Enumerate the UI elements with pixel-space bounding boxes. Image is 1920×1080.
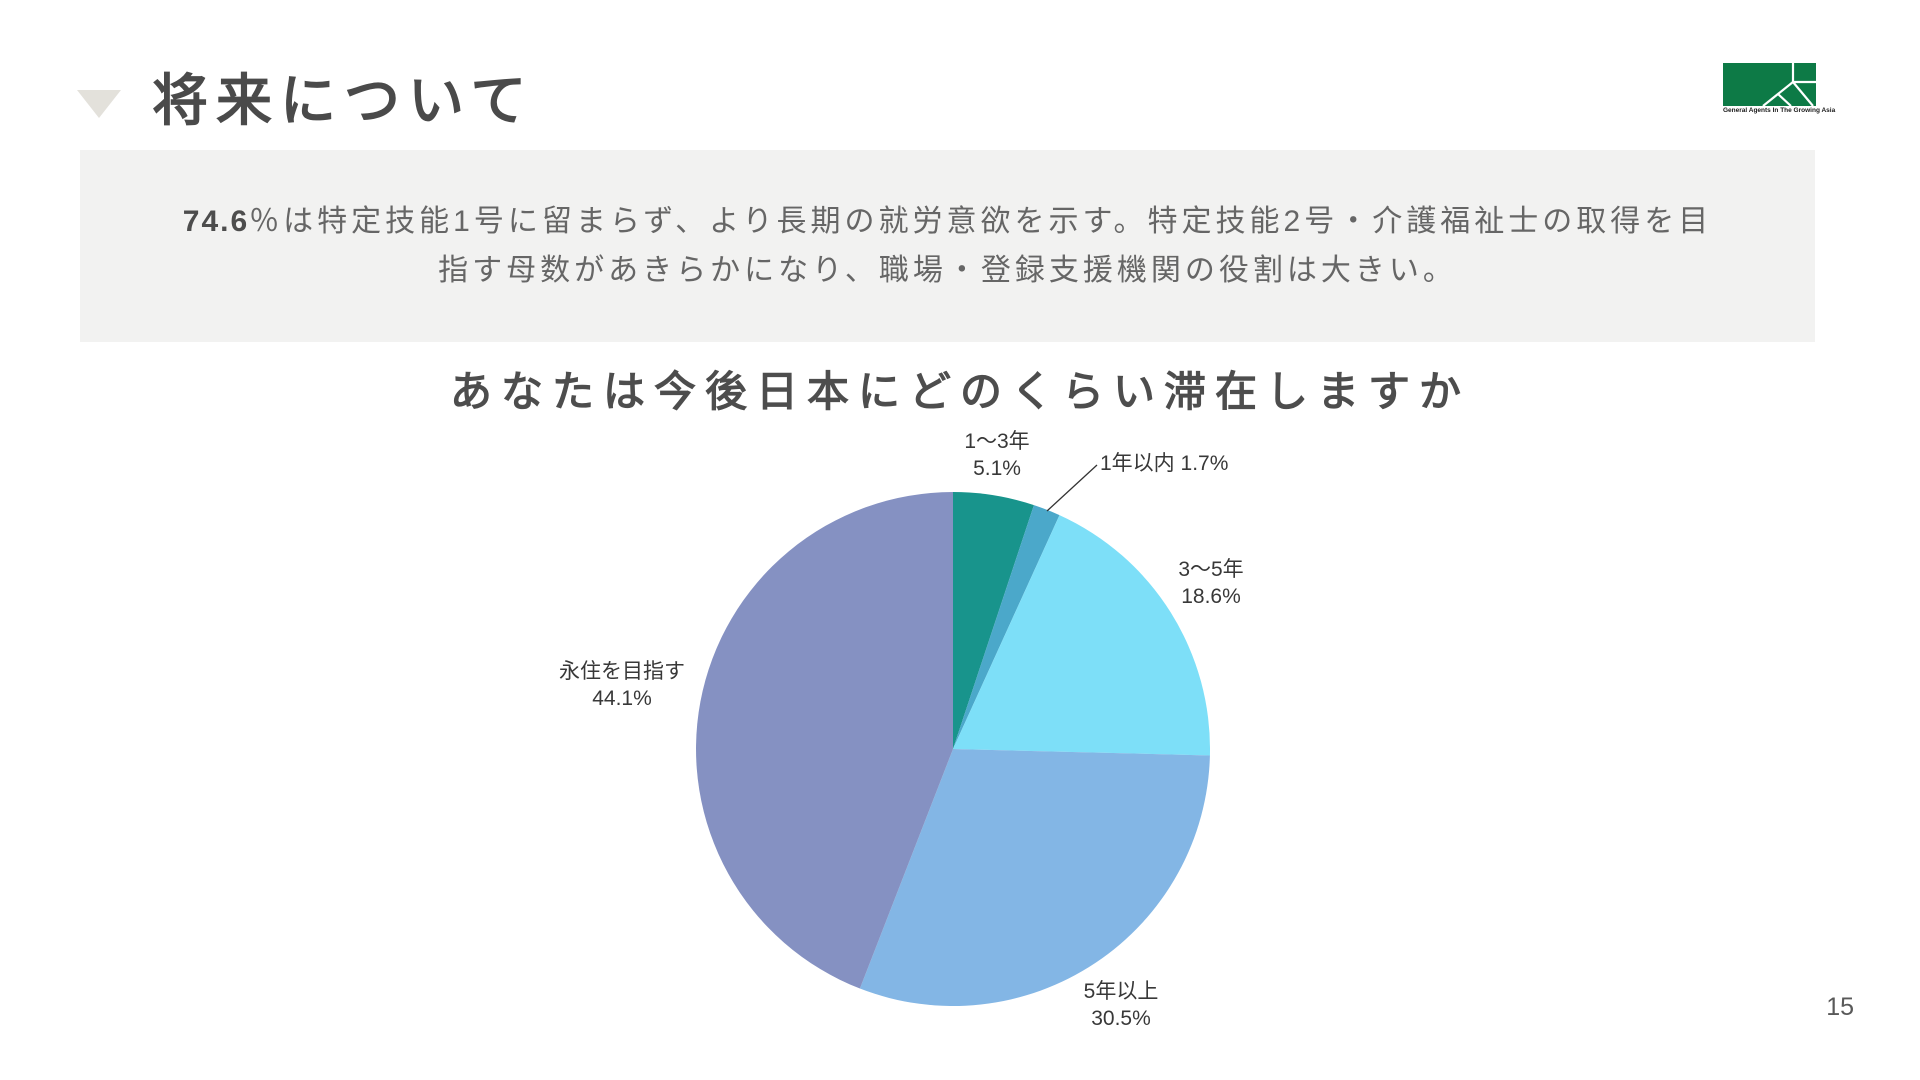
pie-label-1-3years: 1〜3年 5.1% — [927, 428, 1067, 482]
logo-mark-icon — [1723, 63, 1816, 106]
pie-label-permanent: 永住を目指す 44.1% — [532, 658, 712, 712]
pie-slice-2 — [953, 515, 1210, 756]
summary-box: 74.6％は特定技能1号に留まらず、より長期の就労意欲を示す。特定技能2号・介護… — [80, 150, 1815, 342]
pie-label-1-3years-value: 5.1% — [973, 457, 1021, 480]
pie-slice-0 — [953, 492, 1034, 749]
pie-label-within-1year-value: 1.7% — [1180, 452, 1229, 475]
pie-label-permanent-name: 永住を目指す — [559, 660, 685, 683]
pie-label-permanent-value: 44.1% — [592, 687, 652, 710]
summary-line-1-text: ％は特定技能1号に留まらず、より長期の就労意欲を示す。特定技能2号・介護福祉士の… — [249, 205, 1713, 238]
logo-caption: General Agents In The Growing Asia — [1723, 107, 1836, 114]
summary-line-2: 指す母数があきらかになり、職場・登録支援機関の役割は大きい。 — [438, 254, 1457, 287]
pie-chart — [696, 492, 1210, 1006]
page-number: 15 — [1826, 993, 1854, 1021]
chart-title: あなたは今後日本にどのくらい滞在しますか — [449, 368, 1470, 415]
pie-label-within-1year: 1年以内 1.7% — [1100, 450, 1228, 477]
title-triangle-icon — [77, 90, 121, 118]
pie-slice-4 — [696, 492, 953, 989]
pie-label-within-1year-name: 1年以内 — [1100, 452, 1175, 475]
pie-slice-3 — [859, 749, 1210, 1006]
company-logo: General Agents In The Growing Asia — [1723, 63, 1836, 114]
summary-highlight-value: 74.6 — [182, 205, 250, 238]
pie-chart-svg — [696, 492, 1210, 1006]
pie-slice-1 — [953, 505, 1060, 749]
summary-line-1: 74.6％は特定技能1号に留まらず、より長期の就労意欲を示す。特定技能2号・介護… — [183, 197, 1712, 246]
pie-label-5plus-years-value: 30.5% — [1091, 1007, 1151, 1030]
pie-label-3-5years-value: 18.6% — [1181, 585, 1241, 608]
leader-line — [1046, 464, 1098, 512]
pie-label-3-5years-name: 3〜5年 — [1178, 558, 1244, 581]
page-title: 将来について — [152, 69, 535, 132]
pie-label-5plus-years: 5年以上 30.5% — [1051, 978, 1191, 1032]
pie-label-3-5years: 3〜5年 18.6% — [1141, 556, 1281, 610]
pie-label-1-3years-name: 1〜3年 — [964, 430, 1030, 453]
pie-label-5plus-years-name: 5年以上 — [1083, 980, 1159, 1003]
